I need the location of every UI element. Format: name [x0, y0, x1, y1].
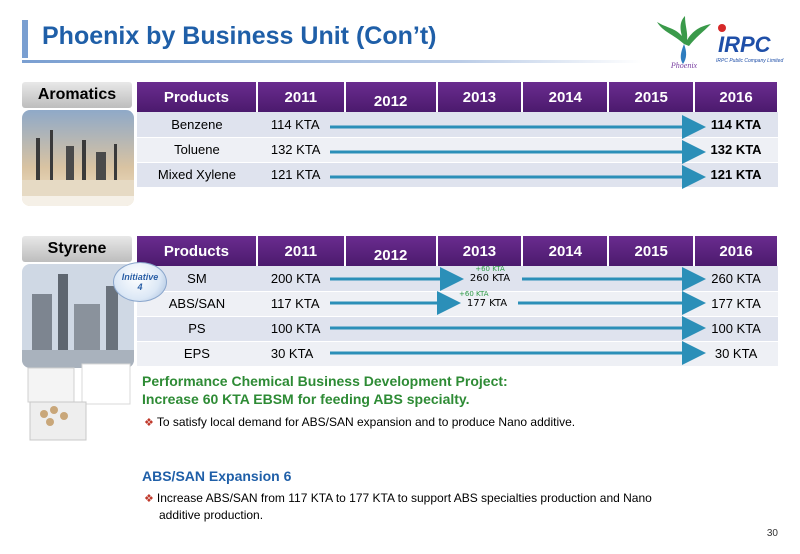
product-name: Mixed Xylene [137, 162, 257, 188]
project-bullet: ❖ To satisfy local demand for ABS/SAN exp… [144, 414, 575, 431]
table-row: Mixed Xylene 121 KTA 121 KTA [137, 162, 778, 188]
styrene-plant-photo [22, 264, 134, 368]
product-name: PS [137, 316, 257, 342]
irpc-logo-icon: IRPC IRPC Public Company Limited [716, 24, 783, 64]
product-name: EPS [137, 341, 257, 367]
start-capacity: 132 KTA [256, 137, 345, 163]
styrene-header-products: Products [137, 236, 258, 266]
styrene-table: Products 2011 2012 2013 2014 2015 2016 S… [137, 236, 779, 367]
table-row: SM 200 KTA 260 KTA [137, 266, 778, 292]
aromatics-header-products: Products [137, 82, 258, 112]
styrene-header-2012: 2012 [344, 236, 438, 266]
styrene-header-2011: 2011 [256, 236, 346, 266]
aromatics-header-2012: 2012 [344, 82, 438, 112]
start-capacity: 100 KTA [256, 316, 345, 342]
expansion-heading: ABS/SAN Expansion 6 [142, 468, 292, 484]
phoenix-logo-text: Phoenix [670, 61, 698, 70]
end-capacity: 114 KTA [694, 112, 778, 138]
title-accent-bar [22, 20, 28, 58]
initiative-badge: Initiative 4 [113, 262, 167, 302]
project-heading-line2: Increase 60 KTA EBSM for feeding ABS spe… [142, 391, 470, 407]
aromatics-label: Aromatics [22, 82, 132, 108]
product-name: Toluene [137, 137, 257, 163]
end-capacity: 177 KTA [694, 291, 778, 317]
product-name: Benzene [137, 112, 257, 138]
sm-step-increase: +60 KTA [475, 265, 505, 273]
styrene-header-2014: 2014 [522, 236, 610, 266]
end-capacity: 30 KTA [694, 341, 778, 367]
aromatics-header-2016: 2016 [694, 82, 779, 112]
start-capacity: 117 KTA [256, 291, 345, 317]
end-capacity: 132 KTA [694, 137, 778, 163]
styrene-label: Styrene [22, 236, 132, 262]
styrene-header-2016: 2016 [694, 236, 779, 266]
aromatics-header-2014: 2014 [522, 82, 610, 112]
diamond-bullet-icon: ❖ [144, 417, 154, 429]
sm-step-label: +60 KTA 260 KTA [462, 265, 518, 284]
expansion-bullet-line1: Increase ABS/SAN from 117 KTA to 177 KTA… [156, 491, 652, 505]
title-underline [22, 60, 642, 63]
eps-foam-photo [27, 363, 131, 441]
expansion-bullet: ❖ Increase ABS/SAN from 117 KTA to 177 KT… [144, 490, 774, 523]
project-heading: Performance Chemical Business Developmen… [142, 372, 508, 408]
start-capacity: 121 KTA [256, 162, 345, 188]
page-title: Phoenix by Business Unit (Con’t) [42, 22, 437, 50]
abs-san-step-value: 177 KTA [466, 298, 508, 309]
initiative-label: Initiative [121, 272, 159, 282]
end-capacity: 260 KTA [694, 266, 778, 292]
irpc-logo-text: IRPC [718, 32, 772, 57]
table-row: PS 100 KTA 100 KTA [137, 316, 778, 342]
abs-san-step-increase: +60 KTA [459, 290, 489, 298]
start-capacity: 200 KTA [256, 266, 345, 292]
styrene-header-2013: 2013 [436, 236, 524, 266]
project-bullet-text: To satisfy local demand for ABS/SAN expa… [156, 415, 576, 429]
styrene-header-2015: 2015 [608, 236, 696, 266]
end-capacity: 121 KTA [694, 162, 778, 188]
irpc-logo-subtext: IRPC Public Company Limited [716, 58, 783, 64]
phoenix-logo-icon: Phoenix [657, 16, 711, 70]
table-row: Toluene 132 KTA 132 KTA [137, 137, 778, 163]
aromatics-table: Products 2011 2012 2013 2014 2015 2016 B… [137, 82, 779, 188]
sm-step-value: 260 KTA [469, 273, 511, 284]
initiative-number: 4 [137, 282, 143, 292]
aromatics-header-2013: 2013 [436, 82, 524, 112]
start-capacity: 30 KTA [256, 341, 345, 367]
expansion-bullet-line2: additive production. [159, 508, 264, 522]
aromatics-header-2011: 2011 [256, 82, 346, 112]
table-row: ABS/SAN 117 KTA 177 KTA [137, 291, 778, 317]
table-row: Benzene 114 KTA 114 KTA [137, 112, 778, 138]
aromatics-header-2015: 2015 [608, 82, 696, 112]
page-number: 30 [766, 528, 778, 539]
end-capacity: 100 KTA [694, 316, 778, 342]
project-heading-line1: Performance Chemical Business Developmen… [142, 373, 508, 389]
table-row: EPS 30 KTA 30 KTA [137, 341, 778, 367]
diamond-bullet-icon: ❖ [144, 493, 154, 505]
start-capacity: 114 KTA [256, 112, 345, 138]
abs-san-step-label: +60 KTA 177 KTA [459, 290, 515, 309]
aromatics-plant-photo [22, 110, 134, 206]
